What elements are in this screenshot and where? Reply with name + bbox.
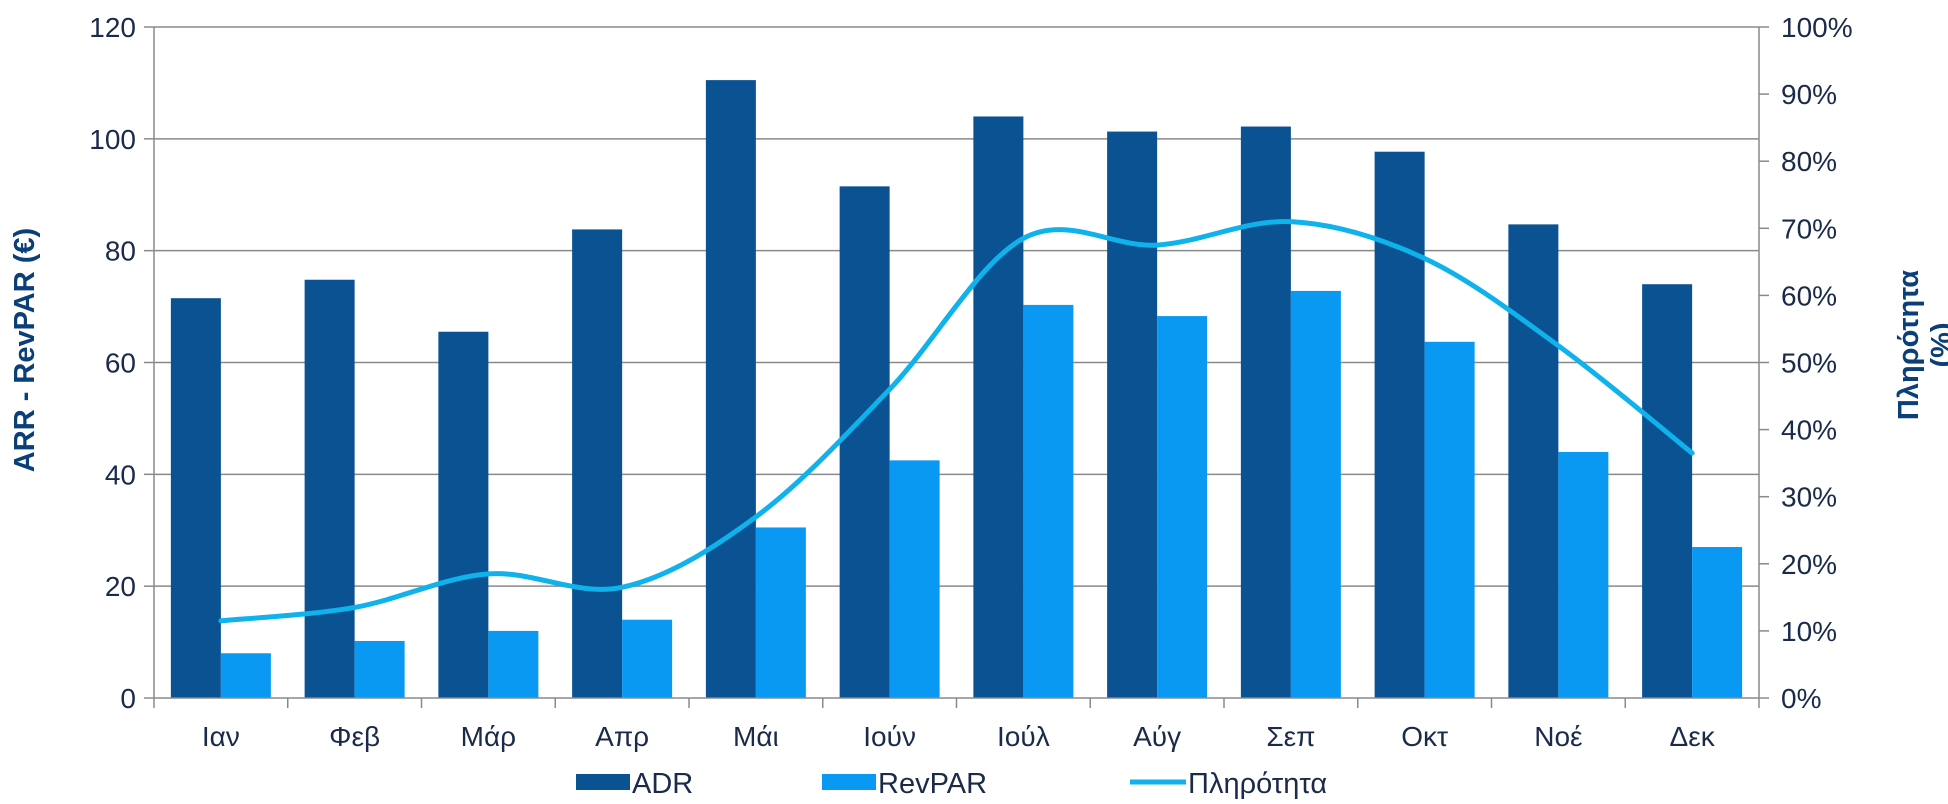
y-tick-label-right: 20% bbox=[1781, 549, 1837, 580]
bar-adr bbox=[572, 229, 623, 698]
legend-label: RevPAR bbox=[878, 768, 987, 800]
x-tick-label: Ιούλ bbox=[997, 721, 1050, 752]
y-tick-label-left: 120 bbox=[89, 12, 136, 43]
bar-revpar bbox=[220, 653, 271, 698]
x-tick-label: Οκτ bbox=[1401, 721, 1448, 752]
y-tick-label-right: 0% bbox=[1781, 683, 1821, 714]
bar-revpar bbox=[1290, 290, 1341, 698]
bar-adr bbox=[438, 331, 489, 698]
x-tick-label: Φεβ bbox=[329, 721, 380, 752]
y-tick-label-right: 90% bbox=[1781, 79, 1837, 110]
y-tick-label-left: 0 bbox=[120, 683, 136, 714]
bar-adr bbox=[1374, 151, 1425, 699]
x-tick-label: Μάρ bbox=[461, 721, 516, 752]
bar-adr bbox=[304, 279, 355, 698]
bar-revpar bbox=[622, 619, 673, 698]
bar-adr bbox=[1240, 126, 1291, 698]
bar-revpar bbox=[755, 527, 806, 698]
legend-label: ADR bbox=[632, 768, 693, 800]
y-tick-label-left: 20 bbox=[105, 571, 136, 602]
x-tick-label: Δεκ bbox=[1670, 721, 1716, 752]
bar-revpar bbox=[354, 640, 405, 698]
y-tick-label-left: 40 bbox=[105, 459, 136, 490]
tick-labels: 0 20 40 60 80 100 120 0% 10% 20% 30% 40% 50% 60% 70% 80… bbox=[89, 12, 1852, 752]
y-tick-label-right: 60% bbox=[1781, 280, 1837, 311]
y-axis-right-title-line: Πληρότητα bbox=[1893, 270, 1925, 420]
bar-adr bbox=[170, 298, 221, 698]
y-tick-label-left: 80 bbox=[105, 236, 136, 267]
bar-adr bbox=[973, 116, 1024, 698]
occupancy-line bbox=[218, 219, 1695, 624]
bar-adr bbox=[839, 186, 890, 699]
bar-revpar bbox=[1023, 304, 1074, 698]
y-tick-label-right: 50% bbox=[1781, 348, 1837, 379]
y-axis-left-title: ARR - RevPAR (€) bbox=[9, 228, 41, 472]
y-tick-label-left: 100 bbox=[89, 124, 136, 155]
x-tick-label: Ιούν bbox=[863, 721, 916, 752]
x-tick-label: Αύγ bbox=[1133, 721, 1181, 752]
bar-adr bbox=[705, 80, 756, 698]
bar-revpar bbox=[889, 460, 940, 698]
y-axis-right-title-text: Πληρότητα(%) bbox=[1893, 270, 1948, 420]
x-tick-label: Νοέ bbox=[1534, 721, 1582, 752]
y-tick-label-right: 70% bbox=[1781, 213, 1837, 244]
y-tick-label-left: 60 bbox=[105, 348, 136, 379]
y-tick-label-right: 100% bbox=[1781, 12, 1853, 43]
y-tick-label-right: 30% bbox=[1781, 482, 1837, 513]
axes bbox=[144, 26, 1769, 708]
y-tick-label-right: 80% bbox=[1781, 146, 1837, 177]
bar-revpar bbox=[1692, 547, 1743, 698]
legend-label: Πληρότητα bbox=[1188, 768, 1327, 800]
y-tick-label-right: 40% bbox=[1781, 415, 1837, 446]
x-tick-label: Ιαν bbox=[202, 721, 240, 752]
bar-adr bbox=[1642, 284, 1693, 698]
legend: ADR RevPAR Πληρότητα bbox=[576, 768, 1327, 800]
x-tick-label: Απρ bbox=[595, 721, 649, 752]
bar-revpar bbox=[488, 630, 539, 698]
x-tick-label: Μάι bbox=[733, 721, 779, 752]
legend-swatch-adr bbox=[576, 774, 630, 790]
gridlines bbox=[154, 26, 1759, 587]
bar-adr bbox=[1508, 224, 1559, 698]
legend-swatch-revpar bbox=[822, 774, 876, 790]
bar-revpar bbox=[1558, 451, 1609, 698]
bar-revpar bbox=[1424, 341, 1475, 698]
y-axis-right-title: Πληρότητα(%) bbox=[1893, 270, 1948, 420]
y-tick-label-right: 10% bbox=[1781, 616, 1837, 647]
bar-adr bbox=[1107, 131, 1158, 699]
x-tick-label: Σεπ bbox=[1266, 721, 1315, 752]
bar-revpar bbox=[1157, 316, 1208, 698]
bars bbox=[170, 80, 1743, 699]
y-axis-right-title-line: (%) bbox=[1926, 322, 1948, 367]
